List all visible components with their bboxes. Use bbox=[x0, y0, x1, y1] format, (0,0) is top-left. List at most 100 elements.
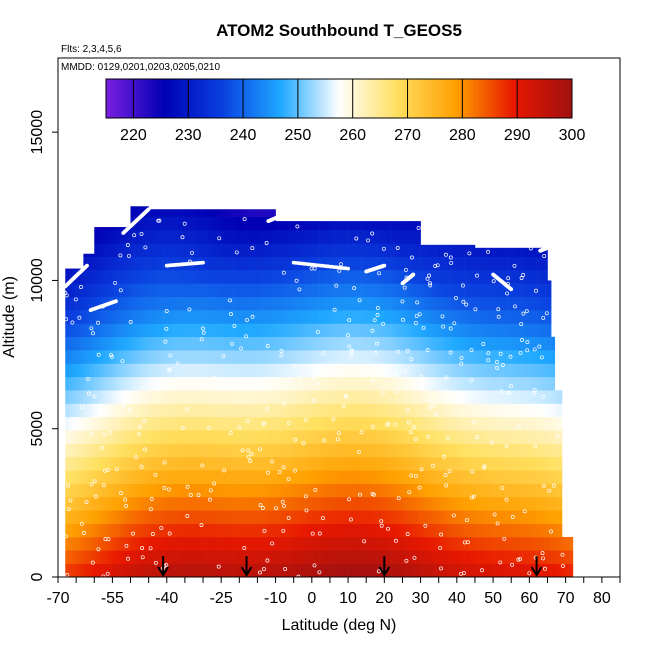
heatmap-cell bbox=[340, 221, 345, 231]
heatmap-cell bbox=[217, 323, 222, 338]
heatmap-cell bbox=[119, 230, 124, 244]
observation-point bbox=[443, 388, 448, 393]
colorbar-swatch bbox=[319, 79, 323, 118]
heatmap-cell bbox=[366, 403, 371, 418]
heatmap-cell bbox=[522, 376, 527, 391]
heatmap-cell bbox=[351, 376, 356, 391]
heatmap-cell bbox=[279, 523, 284, 538]
heatmap-cell bbox=[87, 496, 91, 511]
heatmap-cell bbox=[155, 256, 160, 271]
heatmap-cell bbox=[402, 523, 407, 538]
observation-point bbox=[470, 469, 475, 474]
heatmap-cell bbox=[257, 270, 262, 284]
heatmap-cell bbox=[195, 323, 200, 338]
heatmap-cell bbox=[525, 256, 530, 271]
heatmap-cell bbox=[467, 510, 472, 524]
heatmap-cell bbox=[373, 550, 378, 564]
heatmap-cell bbox=[94, 227, 99, 231]
heatmap-cell bbox=[435, 270, 440, 284]
heatmap-cell bbox=[130, 443, 135, 458]
heatmap-cell bbox=[362, 496, 367, 511]
observation-point bbox=[379, 523, 384, 528]
colorbar-swatch bbox=[341, 79, 345, 118]
heatmap-cell bbox=[311, 523, 316, 538]
colorbar-swatch bbox=[182, 79, 186, 118]
heatmap-cell bbox=[108, 510, 113, 524]
heatmap-cell bbox=[391, 310, 396, 324]
heatmap-cell bbox=[174, 216, 178, 231]
heatmap-cell bbox=[478, 496, 483, 511]
heatmap-cell bbox=[409, 336, 414, 351]
heatmap-cell bbox=[119, 363, 124, 378]
heatmap-cell bbox=[264, 470, 269, 484]
heatmap-cell bbox=[228, 209, 233, 217]
heatmap-cell bbox=[322, 430, 327, 444]
heatmap-cell bbox=[134, 270, 139, 284]
heatmap-cell bbox=[90, 253, 95, 258]
heatmap-cell bbox=[217, 390, 222, 404]
observation-point bbox=[402, 285, 407, 290]
heatmap-cell bbox=[507, 443, 512, 458]
observation-point bbox=[428, 281, 432, 286]
heatmap-cell bbox=[79, 523, 84, 538]
observation-point bbox=[452, 321, 457, 326]
heatmap-cell bbox=[228, 230, 233, 244]
heatmap-cell bbox=[460, 536, 465, 551]
heatmap-cell bbox=[311, 336, 316, 351]
heatmap-cell bbox=[159, 256, 164, 271]
observation-point bbox=[473, 307, 478, 312]
heatmap-cell bbox=[319, 443, 323, 458]
heatmap-cell bbox=[522, 523, 527, 538]
observation-point bbox=[66, 483, 71, 488]
heatmap-cell bbox=[293, 456, 298, 471]
heatmap-cell bbox=[496, 443, 501, 458]
heatmap-cell bbox=[228, 536, 233, 551]
heatmap-cell bbox=[213, 536, 218, 551]
heatmap-cell bbox=[145, 323, 149, 338]
heatmap-cell bbox=[97, 550, 102, 564]
heatmap-cell bbox=[326, 456, 331, 471]
heatmap-cell bbox=[228, 510, 233, 524]
heatmap-cell bbox=[547, 296, 552, 311]
heatmap-cell bbox=[123, 310, 128, 324]
heatmap-cell bbox=[181, 296, 186, 311]
heatmap-cell bbox=[94, 296, 99, 311]
observation-points bbox=[63, 207, 565, 577]
heatmap-cell bbox=[413, 376, 418, 391]
colorbar-swatch bbox=[550, 79, 554, 118]
heatmap-cell bbox=[569, 550, 574, 564]
heatmap-cell bbox=[369, 221, 374, 231]
heatmap-cell bbox=[319, 350, 323, 364]
heatmap-cell bbox=[456, 430, 461, 444]
heatmap-cell bbox=[293, 563, 298, 577]
heatmap-cell bbox=[271, 283, 276, 298]
heatmap-cell bbox=[540, 563, 545, 577]
observation-point bbox=[404, 558, 409, 563]
observation-point bbox=[491, 279, 496, 284]
heatmap-cell bbox=[286, 563, 291, 577]
heatmap-cell bbox=[105, 350, 110, 364]
heatmap-cell bbox=[293, 296, 298, 311]
heatmap-cell bbox=[271, 350, 276, 364]
heatmap-cell bbox=[500, 430, 505, 444]
heatmap-cell bbox=[101, 227, 106, 231]
heatmap-cell bbox=[384, 483, 389, 498]
heatmap-cell bbox=[373, 376, 378, 391]
heatmap-cell bbox=[264, 256, 269, 271]
heatmap-cell bbox=[369, 510, 374, 524]
heatmap-cell bbox=[525, 350, 530, 364]
heatmap-cell bbox=[362, 230, 367, 244]
colorbar-swatch bbox=[273, 79, 277, 118]
heatmap-cell bbox=[101, 443, 106, 458]
heatmap-cell bbox=[435, 536, 440, 551]
observation-point bbox=[246, 448, 251, 453]
heatmap-cell bbox=[522, 510, 527, 524]
heatmap-cell bbox=[112, 536, 117, 551]
heatmap-cell bbox=[373, 456, 378, 471]
heatmap-cell bbox=[293, 283, 298, 298]
colorbar-swatch bbox=[437, 79, 441, 118]
observation-point bbox=[492, 512, 497, 517]
heatmap-cell bbox=[474, 403, 479, 418]
